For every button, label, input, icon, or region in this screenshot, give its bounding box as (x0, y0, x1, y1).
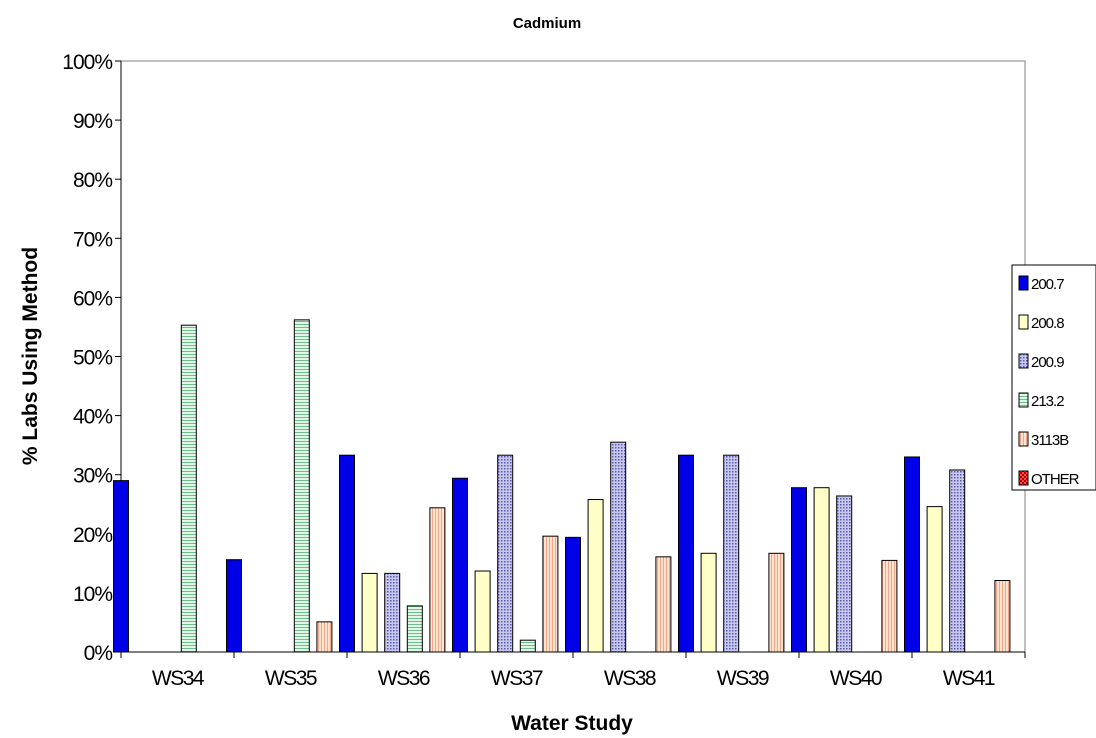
bar-213-2-ws37 (519, 639, 536, 653)
bar-200-7-ws36 (339, 454, 355, 653)
y-axis-label: % Labs Using Method (19, 247, 42, 465)
bar-213-2-ws36 (406, 605, 423, 653)
legend-label: 200.7 (1031, 276, 1064, 293)
y-tick-label: 80% (73, 169, 112, 192)
y-tick-label: 60% (73, 287, 112, 310)
y-tick-label: 30% (73, 465, 112, 488)
y-tick-label: 70% (73, 228, 112, 251)
bar-200-9-ws41 (949, 469, 966, 653)
y-tick-label: 50% (73, 347, 112, 370)
bar-213-2-ws35 (293, 319, 310, 653)
bar-200-7-ws41 (904, 456, 920, 653)
y-tick-label: 10% (73, 583, 112, 606)
x-axis: WS34 WS35 WS36 WS37 WS38 WS39 WS40 WS41 (120, 651, 1026, 690)
bar-3113b-ws40 (881, 559, 898, 653)
y-tick-label: 100% (62, 51, 112, 74)
y-tick-label: 40% (73, 406, 112, 429)
legend-box (1011, 264, 1096, 491)
bar-3113b-ws41 (994, 579, 1011, 653)
bar-200-8-ws37 (474, 570, 491, 653)
x-tick-label: WS35 (265, 667, 317, 690)
bar-200-7-ws37 (452, 477, 468, 653)
bar-3113b-ws35 (316, 621, 333, 653)
x-axis-label: Water Study (511, 712, 633, 735)
y-axis: 0% 10% 20% 30% 40% 50% 60% 70% 80% 90% 100% (62, 51, 122, 665)
legend-swatch (1018, 470, 1029, 486)
x-tick-label: WS40 (830, 667, 882, 690)
x-tick-label: WS38 (604, 667, 656, 690)
chart-title: Cadmium (513, 15, 581, 32)
bar-200-7-ws34 (113, 480, 129, 653)
legend-label: 200.8 (1031, 315, 1064, 332)
x-tick-label: WS36 (378, 667, 430, 690)
bar-3113b-ws39 (768, 552, 785, 653)
legend-label: OTHER (1031, 471, 1080, 488)
x-tick-label: WS39 (717, 667, 769, 690)
bar-200-9-ws37 (497, 454, 514, 653)
bar-200-8-ws41 (926, 506, 943, 653)
legend-swatch (1018, 275, 1029, 291)
bar-200-9-ws40 (836, 495, 853, 653)
bar-3113b-ws38 (655, 556, 672, 653)
bar-200-7-ws39 (678, 454, 694, 653)
x-tick-label: WS34 (152, 667, 205, 690)
bar-200-7-ws38 (565, 536, 581, 653)
bar-200-7-ws40 (791, 487, 807, 653)
y-tick-label: 0% (84, 642, 113, 665)
legend-swatch (1018, 392, 1029, 408)
bar-213-2-ws34 (180, 324, 197, 653)
legend-label: 213.2 (1031, 393, 1064, 410)
legend-swatch (1018, 353, 1029, 369)
legend-label: 3113B (1031, 432, 1069, 449)
legend-swatch (1018, 314, 1029, 330)
bar-200-9-ws38 (610, 441, 627, 653)
bars-group (113, 319, 1011, 653)
legend-label: 200.9 (1031, 354, 1064, 371)
bar-200-9-ws36 (384, 572, 401, 653)
bar-200-8-ws40 (813, 487, 830, 653)
y-tick-label: 90% (73, 110, 112, 133)
legend: 200.7 200.8 200.9 213.2 3113B OTHER (1011, 264, 1096, 491)
y-tick-label: 20% (73, 524, 112, 547)
bar-200-8-ws39 (700, 552, 717, 653)
bar-200-9-ws39 (723, 454, 740, 653)
bar-200-8-ws38 (587, 499, 604, 653)
bar-200-8-ws36 (361, 572, 378, 653)
bar-200-7-ws35 (226, 559, 242, 653)
bar-3113b-ws36 (429, 507, 446, 653)
x-tick-label: WS41 (943, 667, 995, 690)
legend-swatch (1018, 431, 1029, 447)
bar-3113b-ws37 (542, 535, 559, 653)
x-tick-label: WS37 (491, 667, 543, 690)
